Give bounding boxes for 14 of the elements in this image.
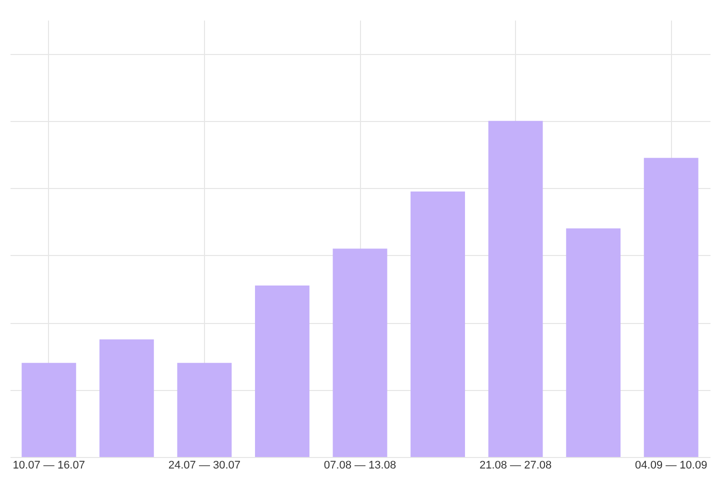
bar: [644, 158, 698, 457]
x-tick-label: 21.08 — 27.08: [479, 460, 552, 472]
bar: [177, 362, 232, 457]
bar: [566, 228, 621, 457]
bar: [332, 248, 388, 457]
bar: [410, 191, 465, 457]
x-tick-label: 07.08 — 13.08: [324, 460, 396, 472]
bar: [99, 339, 154, 457]
bar: [488, 120, 543, 457]
bar: [22, 362, 76, 457]
x-tick-label: 24.07 — 30.07: [168, 460, 241, 472]
bar: [255, 286, 310, 457]
x-tick-label: 04.09 — 10.09: [635, 460, 708, 472]
x-tick-label: 10.07 — 16.07: [12, 460, 85, 472]
